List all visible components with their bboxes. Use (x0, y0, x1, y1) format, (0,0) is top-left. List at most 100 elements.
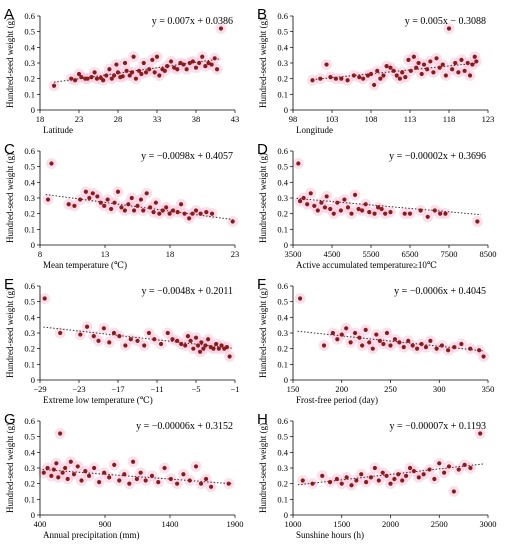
chart-d-point-9 (324, 194, 329, 199)
chart-d-point-17 (352, 192, 358, 197)
chart-b-y-tick-label-4: 0.4 (277, 42, 288, 52)
chart-a-y-tick-label-3: 0.3 (24, 58, 35, 68)
chart-g-point-32 (175, 481, 180, 486)
chart-a-point-9 (94, 76, 100, 81)
chart-a-point-6 (85, 76, 90, 81)
chart-d-trendline (296, 197, 481, 216)
chart-f-point-32 (468, 346, 473, 351)
chart-f-point-20 (401, 345, 406, 350)
chart-b-point-11 (368, 71, 374, 77)
chart-c-point-0 (45, 197, 51, 202)
chart-e-point-10 (123, 343, 128, 348)
chart-b-point-5 (339, 76, 344, 81)
chart-g-point-1 (45, 465, 50, 471)
chart-f-point-30 (452, 345, 457, 350)
chart-a-panel: A 0 0.1 0.2 0.3 0.4 0.5 0.6 18 23 28 33 38 43 Latitude… (4, 6, 239, 135)
chart-f-point-19 (397, 340, 402, 345)
chart-h-point-33 (468, 465, 473, 471)
chart-d-point-23 (375, 205, 381, 210)
chart-d-point-3 (305, 202, 310, 207)
chart-e-point-7 (107, 340, 112, 345)
chart-c-equation: y = −0.0098x + 0.4057 (141, 151, 233, 162)
chart-f-x-tick-label-1: 200 (335, 384, 348, 394)
chart-e-y-tick-label-3: 0.3 (24, 328, 35, 338)
chart-e-point-1 (58, 330, 63, 336)
chart-d-point-27 (402, 211, 407, 216)
chart-a-point-14 (109, 76, 114, 81)
chart-d-point-12 (335, 200, 340, 205)
chart-e-point-12 (135, 338, 140, 343)
chart-c-point-23 (144, 191, 149, 196)
chart-g-point-15 (86, 473, 92, 478)
chart-a-point-38 (168, 59, 174, 64)
chart-g-point-23 (127, 481, 132, 486)
chart-b-point-18 (391, 68, 396, 73)
chart-f-point-12 (370, 346, 375, 351)
chart-a-y-tick-label-6: 0.6 (24, 11, 35, 21)
chart-b-point-9 (361, 76, 366, 81)
chart-a-point-4 (79, 75, 84, 80)
chart-a-point-40 (175, 67, 180, 72)
chart-b-point-34 (437, 65, 442, 70)
chart-g-point-20 (112, 462, 117, 467)
chart-a-point-28 (141, 60, 146, 66)
chart-e-y-tick-label-4: 0.4 (24, 312, 35, 322)
chart-c-x-tick-label-2: 18 (166, 249, 175, 259)
chart-e-x-tick-label-3: −11 (151, 384, 164, 394)
chart-c-y-tick-label-4: 0.4 (24, 177, 35, 187)
chart-c-point-17 (126, 202, 131, 207)
chart-b-y-tick-label-5: 0.5 (277, 27, 288, 37)
chart-f-y-tick-label-5: 0.5 (277, 297, 288, 307)
chart-e-point-18 (170, 337, 175, 342)
chart-g-panel: G 0 0.1 0.2 0.3 0.4 0.5 0.6 400 900 1400 1900 Annual… (4, 411, 244, 540)
chart-c-point-22 (141, 208, 146, 213)
chart-b-point-26 (414, 65, 419, 70)
chart-c-point-6 (87, 195, 92, 201)
chart-a-x-tick-label-1: 23 (75, 114, 84, 124)
chart-e-point-31 (206, 337, 211, 342)
chart-f-letter: F (257, 276, 266, 293)
chart-d-point-14 (342, 197, 347, 202)
chart-b-point-43 (465, 60, 470, 66)
chart-b-point-32 (431, 70, 436, 75)
chart-h-equation: y = −0.00007x + 0.1193 (389, 421, 486, 432)
chart-b-point-1 (318, 76, 323, 81)
chart-g-x-tick-label-0: 400 (34, 519, 47, 529)
chart-a-point-33 (154, 54, 160, 59)
chart-e-point-30 (203, 343, 208, 348)
chart-h-point-31 (456, 467, 461, 472)
chart-a-point-29 (143, 70, 149, 75)
chart-a-point-34 (157, 73, 162, 78)
chart-h-point-14 (380, 470, 385, 475)
chart-b-x-tick-label-5: 123 (482, 114, 495, 124)
chart-h-x-tick-label-3: 2500 (431, 519, 448, 529)
chart-a-point-36 (162, 68, 167, 73)
chart-c-point-27 (157, 211, 162, 216)
chart-e-point-28 (199, 340, 204, 345)
chart-g-point-18 (102, 470, 107, 475)
chart-e-point-34 (214, 341, 219, 347)
chart-c-point-36 (190, 211, 195, 216)
chart-h-point-5 (339, 481, 344, 486)
chart-h-point-4 (334, 476, 339, 482)
chart-d-point-15 (345, 205, 351, 210)
chart-c-point-8 (95, 194, 100, 199)
chart-g-point-24 (130, 459, 136, 464)
chart-e-point-22 (185, 334, 191, 339)
chart-a-x-label: Latitude (43, 125, 73, 135)
chart-b-y-tick-label-0: 0 (284, 105, 288, 115)
chart-h-point-32 (462, 462, 467, 467)
chart-a-point-20 (122, 60, 128, 66)
chart-e-y-tick-label-5: 0.5 (24, 297, 35, 307)
chart-a-x-tick-label-3: 33 (153, 114, 162, 124)
chart-d-point-26 (388, 210, 393, 215)
chart-b-x-tick-label-1: 103 (326, 114, 339, 124)
chart-a-point-19 (120, 74, 125, 79)
chart-e-y-tick-label-6: 0.6 (24, 281, 35, 291)
chart-c-x-tick-label-0: 8 (38, 249, 42, 259)
chart-b-trendline (312, 62, 477, 81)
chart-f-point-4 (339, 332, 344, 337)
chart-e-point-13 (142, 343, 147, 348)
chart-e-point-5 (96, 338, 101, 343)
